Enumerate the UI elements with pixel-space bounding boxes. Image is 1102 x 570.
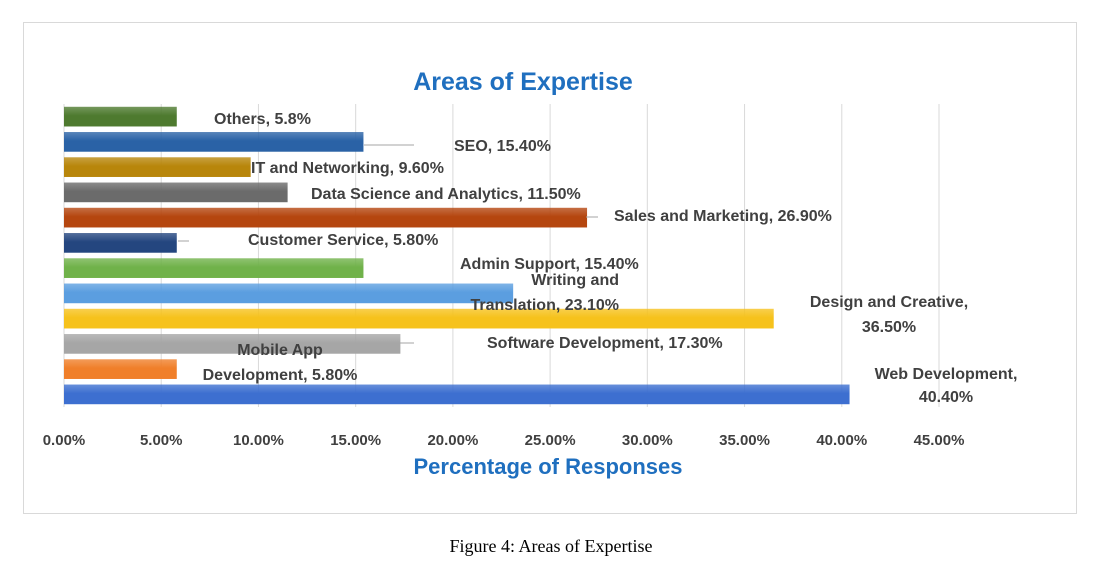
data-label: Others, 5.8% bbox=[214, 111, 311, 128]
x-tick-label: 10.00% bbox=[233, 432, 284, 449]
bars bbox=[64, 106, 850, 405]
data-label: Development, 5.80% bbox=[203, 367, 358, 384]
data-label: Software Development, 17.30% bbox=[487, 335, 723, 352]
bar-mobile-app-development bbox=[64, 359, 177, 379]
figure-caption: Figure 4: Areas of Expertise bbox=[449, 536, 653, 556]
chart-frame: Areas of Expertise Others, 5.8% SEO, 15.4… bbox=[23, 22, 1077, 514]
chart-title: Areas of Expertise bbox=[413, 68, 633, 96]
x-tick-label: 45.00% bbox=[914, 432, 965, 449]
x-axis-ticks: 0.00% 5.00% 10.00% 15.00% 20.00% 25.00% 30.00%… bbox=[43, 432, 965, 449]
data-label: Writing and bbox=[531, 272, 619, 289]
x-tick-label: 15.00% bbox=[330, 432, 381, 449]
x-tick-label: 30.00% bbox=[622, 432, 673, 449]
data-label: Admin Support, 15.40% bbox=[460, 256, 639, 273]
bar-chart: Areas of Expertise Others, 5.8% SEO, 15.4… bbox=[43, 68, 1018, 479]
bar-software-development bbox=[64, 334, 401, 354]
x-tick-label: 0.00% bbox=[43, 432, 86, 449]
x-tick-label: 20.00% bbox=[427, 432, 478, 449]
bar-web-development bbox=[64, 384, 850, 405]
data-label: IT and Networking, 9.60% bbox=[251, 160, 444, 177]
data-label: Mobile App bbox=[237, 342, 323, 359]
x-tick-label: 5.00% bbox=[140, 432, 183, 449]
bar-design-and-creative bbox=[64, 308, 774, 329]
data-label: Customer Service, 5.80% bbox=[248, 232, 438, 249]
data-label: Web Development, bbox=[875, 366, 1018, 383]
data-label: Design and Creative, bbox=[810, 294, 968, 311]
bar-writing-and-translation bbox=[64, 283, 514, 304]
bar-seo bbox=[64, 132, 364, 152]
data-label: 36.50% bbox=[862, 319, 916, 336]
data-labels: Others, 5.8% SEO, 15.40% IT and Networking… bbox=[203, 111, 1018, 406]
data-label: 40.40% bbox=[919, 389, 973, 406]
bar-sales-and-marketing bbox=[64, 207, 588, 228]
leader-lines bbox=[178, 144, 598, 344]
x-axis-title: Percentage of Responses bbox=[414, 454, 683, 479]
bar-data-science-and-analytics bbox=[64, 182, 288, 203]
bar-it-and-networking bbox=[64, 157, 251, 177]
gridlines bbox=[63, 104, 940, 407]
data-label: Translation, 23.10% bbox=[470, 297, 619, 314]
data-label: Data Science and Analytics, 11.50% bbox=[311, 186, 581, 203]
bar-admin-support bbox=[64, 258, 364, 278]
x-tick-label: 25.00% bbox=[525, 432, 576, 449]
data-label: SEO, 15.40% bbox=[454, 138, 551, 155]
x-tick-label: 40.00% bbox=[816, 432, 867, 449]
bar-others bbox=[64, 106, 177, 127]
x-tick-label: 35.00% bbox=[719, 432, 770, 449]
bar-customer-service bbox=[64, 233, 177, 253]
data-label: Sales and Marketing, 26.90% bbox=[614, 208, 832, 225]
